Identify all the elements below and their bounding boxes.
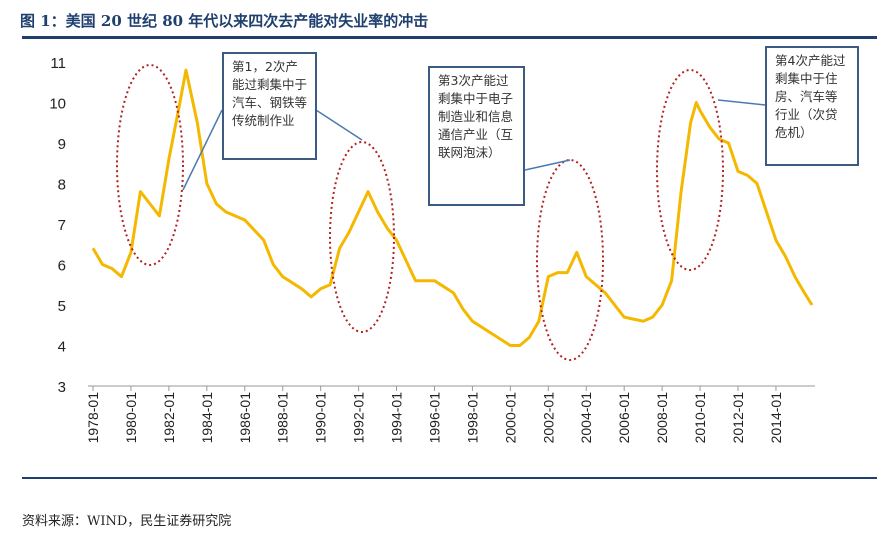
y-tick-label: 4: [58, 339, 66, 356]
highlight-ellipse-1: [116, 64, 184, 266]
highlight-ellipse-3: [536, 159, 604, 361]
figure-title: 图 1：美国 20 世纪 80 年代以来四次去产能对失业率的冲击: [20, 12, 429, 30]
x-tick-label: 1982-01: [161, 392, 177, 444]
y-tick-label: 6: [58, 258, 66, 275]
annotation-connector-1: [182, 109, 223, 191]
x-tick-label: 2002-01: [540, 392, 556, 444]
x-tick-label: 2006-01: [616, 392, 632, 444]
x-tick-label: 2004-01: [578, 392, 594, 444]
annotation-box-2: 第3次产能过剩集中于电子制造业和信息通信产业（互联网泡沫）: [428, 66, 525, 206]
x-tick-label: 2000-01: [502, 392, 518, 444]
y-tick-label: 8: [58, 177, 66, 194]
highlight-ellipse-2: [329, 141, 395, 333]
x-tick-label: 1988-01: [275, 392, 291, 444]
x-tick-label: 1980-01: [123, 392, 139, 444]
annotation-connector-2: [315, 109, 363, 141]
x-tick-label: 1996-01: [426, 392, 442, 444]
y-tick-label: 9: [58, 136, 66, 153]
y-tick-label: 3: [58, 379, 66, 396]
x-tick-label: 2012-01: [730, 392, 746, 444]
highlight-ellipse-4: [656, 69, 724, 271]
x-tick-label: 1990-01: [313, 392, 329, 444]
x-tick-label: 2008-01: [654, 392, 670, 444]
x-tick-label: 2010-01: [692, 392, 708, 444]
y-tick-label: 10: [49, 96, 66, 113]
x-tick-label: 1994-01: [389, 392, 405, 444]
bottom-rule: [22, 477, 877, 479]
source-note: 资料来源：WIND，民生证券研究院: [22, 514, 232, 529]
title-rule: [22, 36, 877, 39]
y-tick-label: 7: [58, 217, 66, 234]
y-tick-label: 11: [50, 55, 66, 72]
annotation-box-3: 第4次产能过剩集中于住房、汽车等行业（次贷危机）: [765, 46, 859, 166]
x-tick-label: 1986-01: [237, 392, 253, 444]
annotation-box-1: 第1，2次产能过剩集中于汽车、钢铁等传统制作业: [222, 52, 317, 160]
x-tick-label: 1978-01: [85, 392, 101, 444]
y-tick-label: 5: [58, 298, 66, 315]
x-tick-label: 2014-01: [768, 392, 784, 444]
x-tick-label: 1998-01: [464, 392, 480, 444]
annotation-connector-4: [717, 99, 766, 106]
unemployment-line: [91, 68, 814, 347]
x-tick-label: 1992-01: [351, 392, 367, 444]
annotation-connector-3: [524, 159, 571, 171]
x-tick-label: 1984-01: [199, 392, 215, 444]
